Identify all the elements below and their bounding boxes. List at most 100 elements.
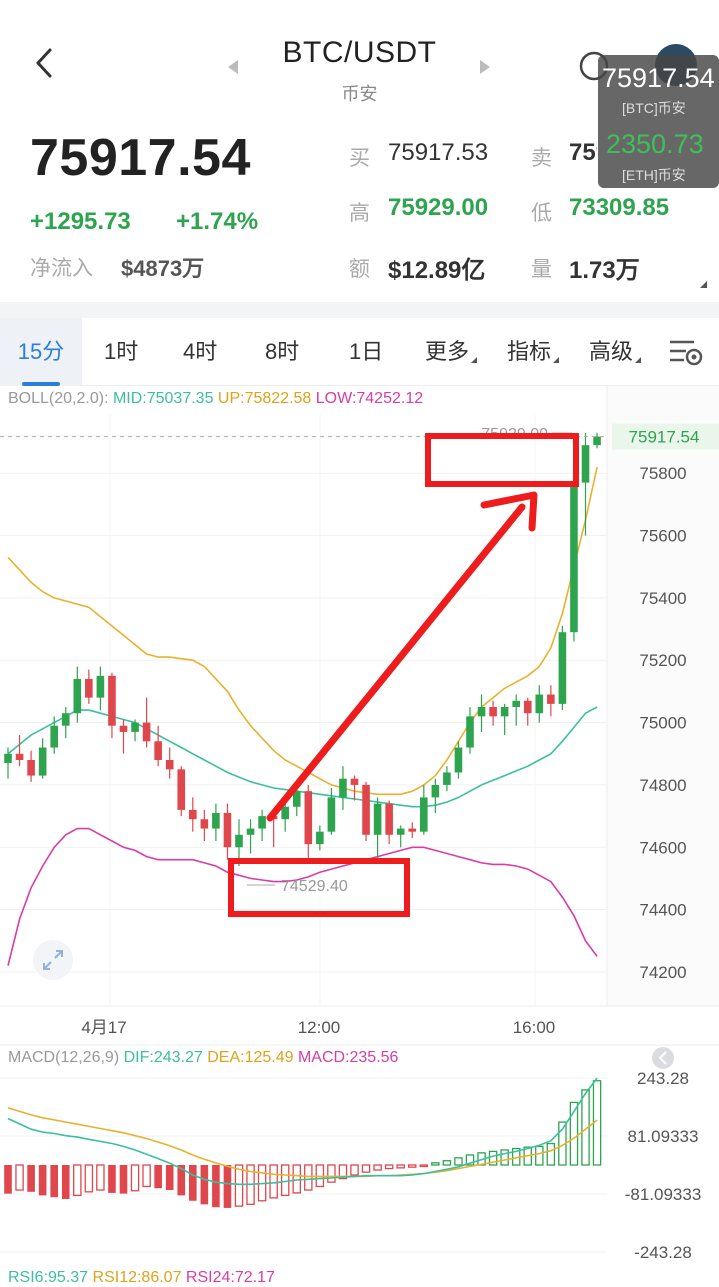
macd-tick-label: 81.09333 [628,1127,699,1146]
candle-body [431,784,440,798]
rsi24: RSI24:72.17 [185,1269,275,1286]
rsi6: RSI6:95.37 [8,1269,89,1286]
kline-chart[interactable]: 75800 75600 75400 75200 75000 74800 74600 74400… [0,386,719,1287]
last-price: 75917.54 [30,129,251,187]
macd-bar [73,1164,82,1197]
tab-1h[interactable]: 1时 [104,339,139,364]
candle-body [466,716,474,748]
macd-bar [154,1165,162,1189]
macd-bar [212,1165,220,1208]
price-tick-label: 75600 [639,527,686,546]
candle-body [362,784,370,835]
macd-name: MACD(12,26,9) [8,1049,120,1066]
macd-bar [108,1165,116,1193]
time-tick-label: 16:00 [513,1018,556,1037]
time-tick-label: 12:00 [298,1018,341,1037]
macd-series [4,1077,602,1208]
prev-pair-icon[interactable] [226,58,240,76]
candle-body [500,707,509,717]
macd-value: MACD:235.56 [297,1049,399,1066]
macd-bar [304,1164,313,1191]
candle-body [339,778,347,798]
amount-label: 额 [349,258,370,281]
macd-bar [396,1164,405,1169]
buy-label: 买 [349,147,370,170]
candle-body [73,678,82,714]
macd-bar [569,1101,579,1166]
macd-bar [465,1154,475,1166]
candle-body [304,791,313,845]
candle-body [523,700,532,714]
back-button[interactable] [28,46,68,90]
price-tick-label: 74400 [639,901,686,920]
macd-dif-line [7,1077,598,1186]
macd-bar [165,1165,174,1191]
candle-body [581,445,590,483]
candle-body [489,707,497,717]
macd-legend: MACD(12,26,9) DIF:243.27 DEA:125.49 MACD… [8,1049,398,1067]
macd-bar [50,1165,58,1198]
candle-body [223,812,232,848]
rsi-legend: RSI6:95.37 RSI12:86.07 RSI24:72.17 [8,1269,275,1287]
boll-mid: MID:75037.35 [112,390,214,407]
tab-1d[interactable]: 1日 [349,339,384,364]
candle-body [535,694,544,714]
macd-bar [488,1150,498,1166]
boll-up: UP:75822.58 [217,390,312,407]
interval-tabs: 15分 1时 4时 8时 1日 更多 指标 高级 [0,318,719,386]
expand-corner-icon[interactable] [700,281,707,288]
high-label: 高 [349,202,370,225]
price-tick-label: 75200 [639,651,686,670]
macd-bar [200,1165,209,1205]
macd-bar [292,1164,301,1194]
chart-settings-icon[interactable] [668,336,704,370]
macd-bar [189,1165,197,1201]
macd-bar [431,1162,440,1166]
macd-bar [581,1089,590,1166]
candle-body [454,747,463,773]
dropdown-corner-icon [635,357,642,363]
candle-body [385,803,393,835]
boll-lower-line [7,827,598,966]
next-pair-icon[interactable] [478,58,492,76]
tab-more[interactable]: 更多 [425,318,478,386]
macd-tick-label: -81.09333 [625,1185,702,1204]
macd-bar [280,1164,290,1197]
candle-body [420,797,428,832]
tab-indicators[interactable]: 指标 [507,318,560,386]
volume-value: 1.73万 [569,257,640,284]
candle-body [373,803,382,835]
macd-bar [327,1164,336,1183]
candles [4,432,601,866]
macd-dea-line [7,1107,598,1178]
candle-body [142,722,151,742]
annotations [228,433,579,917]
expand-chart-button[interactable] [33,940,73,980]
boll-lines [7,466,598,966]
tab-advanced[interactable]: 高级 [589,318,642,386]
price-tick-label: 75800 [639,464,686,483]
price-axis-ticks: 75800 75600 75400 75200 75000 74800 74600 74400… [639,464,686,982]
low-annotation-box [228,858,410,917]
dropdown-corner-icon [553,357,560,363]
amount-value: $12.89亿 [388,257,486,284]
tab-4h[interactable]: 4时 [183,339,218,364]
dropdown-corner-icon [471,357,478,363]
candle-body [292,791,301,807]
collapse-macd-button[interactable] [652,1047,674,1069]
macd-bar [84,1164,94,1193]
boll-low: LOW:74252.12 [315,390,424,407]
pair-title[interactable]: BTC/USDT [282,36,437,69]
net-inflow-label: 净流入 [30,257,93,280]
candle-body [119,725,128,732]
time-tick-label: 4月17 [81,1018,126,1037]
floating-btc-label: [BTC]币安 [622,100,686,116]
candle-body [131,722,139,732]
boll-upper-line [7,466,598,796]
tab-15m[interactable]: 15分 [0,318,82,386]
candle-body [316,831,324,845]
price-tick-label: 74800 [639,776,686,795]
tab-8h[interactable]: 8时 [265,339,300,364]
floating-ticker[interactable]: 75917.54 [BTC]币安 2350.73 [ETH]币安 [598,55,719,188]
floating-btc-price: 75917.54 [602,63,715,93]
